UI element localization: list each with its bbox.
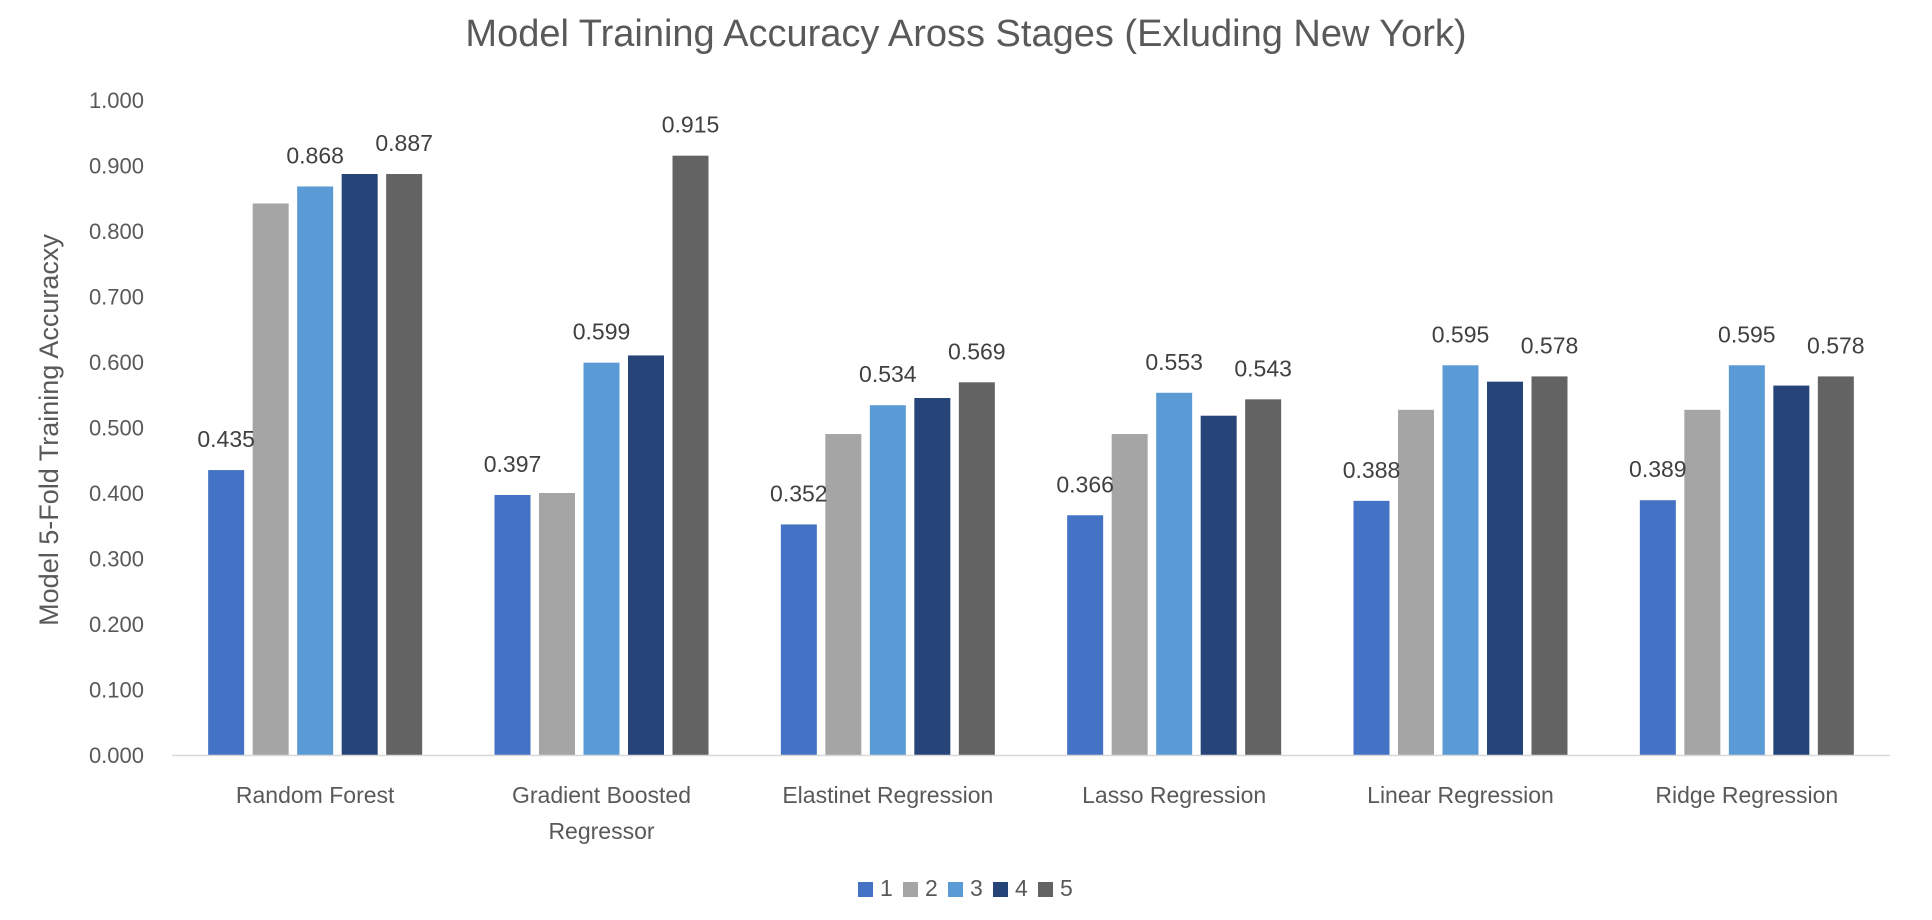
bar-series-3	[1728, 365, 1765, 755]
bar-series-5	[386, 174, 423, 755]
bar-series-1	[780, 524, 817, 755]
data-label: 0.578	[1807, 332, 1865, 358]
data-label: 0.397	[484, 451, 542, 477]
bar-series-3	[583, 362, 620, 755]
bar-series-1	[1353, 500, 1390, 755]
legend-swatch	[1038, 882, 1053, 897]
data-label: 0.578	[1521, 332, 1579, 358]
data-label: 0.569	[948, 338, 1006, 364]
category-label: Linear Regression	[1367, 782, 1554, 808]
y-tick-label: 1.000	[89, 88, 144, 113]
bar-series-1	[1067, 515, 1104, 755]
y-axis-title: Model 5-Fold Training Accuracxy	[34, 234, 64, 626]
y-tick-label: 0.300	[89, 547, 144, 572]
legend: 1 2 3 4 5	[858, 875, 1073, 901]
legend-label: 3	[970, 875, 983, 901]
legend-swatch	[858, 882, 873, 897]
bar-series-2	[1684, 409, 1721, 755]
legend-item-5: 5	[1038, 875, 1073, 901]
bar-series-4	[1487, 381, 1523, 755]
bar-series-4	[1773, 385, 1810, 755]
bar-series-3	[1156, 392, 1193, 755]
data-label: 0.389	[1629, 456, 1687, 482]
legend-label: 5	[1060, 875, 1073, 901]
data-labels-group: 0.435 0.868 0.887 0.397 0.599 0.915 0.352 0.534…	[197, 112, 1864, 507]
y-axis-ticks: 0.000 0.100 0.200 0.300 0.400 0.500 0.600 0.700…	[89, 88, 144, 768]
y-tick-label: 0.600	[89, 350, 144, 375]
bar-series-2	[539, 493, 575, 755]
bar-series-3	[297, 186, 334, 755]
chart-title: Model Training Accuracy Aross Stages (Ex…	[465, 13, 1466, 55]
bar-series-5	[1531, 376, 1568, 755]
data-label: 0.352	[770, 480, 828, 506]
category-label: Gradient Boosted Regressor	[512, 782, 691, 844]
legend-label: 2	[925, 875, 938, 901]
data-label: 0.915	[662, 112, 720, 138]
legend-item-3: 3	[948, 875, 983, 901]
bar-series-5	[958, 382, 995, 755]
legend-label: 1	[880, 875, 893, 901]
y-tick-label: 0.800	[89, 219, 144, 244]
y-tick-label: 0.200	[89, 612, 144, 637]
bar-series-3	[1442, 365, 1479, 755]
bar-series-4	[1200, 415, 1237, 755]
y-tick-label: 0.100	[89, 678, 144, 703]
bar-series-2	[1111, 434, 1148, 755]
bar-series-3	[869, 405, 906, 755]
category-label: Random Forest	[236, 782, 395, 808]
data-label: 0.887	[375, 130, 433, 156]
category-label: Elastinet Regression	[782, 782, 993, 808]
data-label: 0.534	[859, 361, 917, 387]
data-label: 0.595	[1432, 321, 1490, 347]
data-label: 0.366	[1056, 471, 1114, 497]
legend-item-4: 4	[993, 875, 1028, 901]
data-label: 0.599	[573, 319, 631, 345]
legend-label: 4	[1015, 875, 1028, 901]
bar-series-4	[341, 174, 378, 755]
y-tick-label: 0.700	[89, 285, 144, 310]
legend-swatch	[948, 882, 963, 897]
category-label: Ridge Regression	[1655, 782, 1838, 808]
data-label: 0.553	[1145, 349, 1203, 375]
bar-series-5	[672, 155, 709, 756]
bar-series-2	[252, 203, 289, 756]
y-tick-label: 0.000	[89, 743, 144, 768]
data-label: 0.435	[197, 426, 255, 452]
bar-series-5	[1245, 399, 1282, 755]
data-label: 0.543	[1234, 355, 1292, 381]
bar-series-1	[494, 494, 531, 755]
bar-series-2	[825, 434, 862, 755]
data-label: 0.388	[1343, 457, 1401, 483]
category-label: Lasso Regression	[1082, 782, 1266, 808]
bar-series-4	[628, 355, 664, 755]
bar-series-5	[1817, 376, 1854, 755]
legend-item-1: 1	[858, 875, 893, 901]
legend-swatch	[903, 882, 918, 897]
data-label: 0.868	[286, 142, 344, 168]
y-tick-label: 0.900	[89, 154, 144, 179]
data-label: 0.595	[1718, 321, 1776, 347]
bar-series-1	[208, 470, 245, 755]
legend-swatch	[993, 882, 1008, 897]
bar-series-2	[1398, 409, 1434, 755]
bar-series-4	[914, 398, 951, 755]
legend-item-2: 2	[903, 875, 938, 901]
y-tick-label: 0.500	[89, 416, 144, 441]
y-tick-label: 0.400	[89, 481, 144, 506]
category-labels: Random Forest Gradient Boosted Regressor El…	[236, 782, 1838, 844]
bar-series-1	[1639, 500, 1676, 755]
bars-group	[208, 155, 1854, 756]
